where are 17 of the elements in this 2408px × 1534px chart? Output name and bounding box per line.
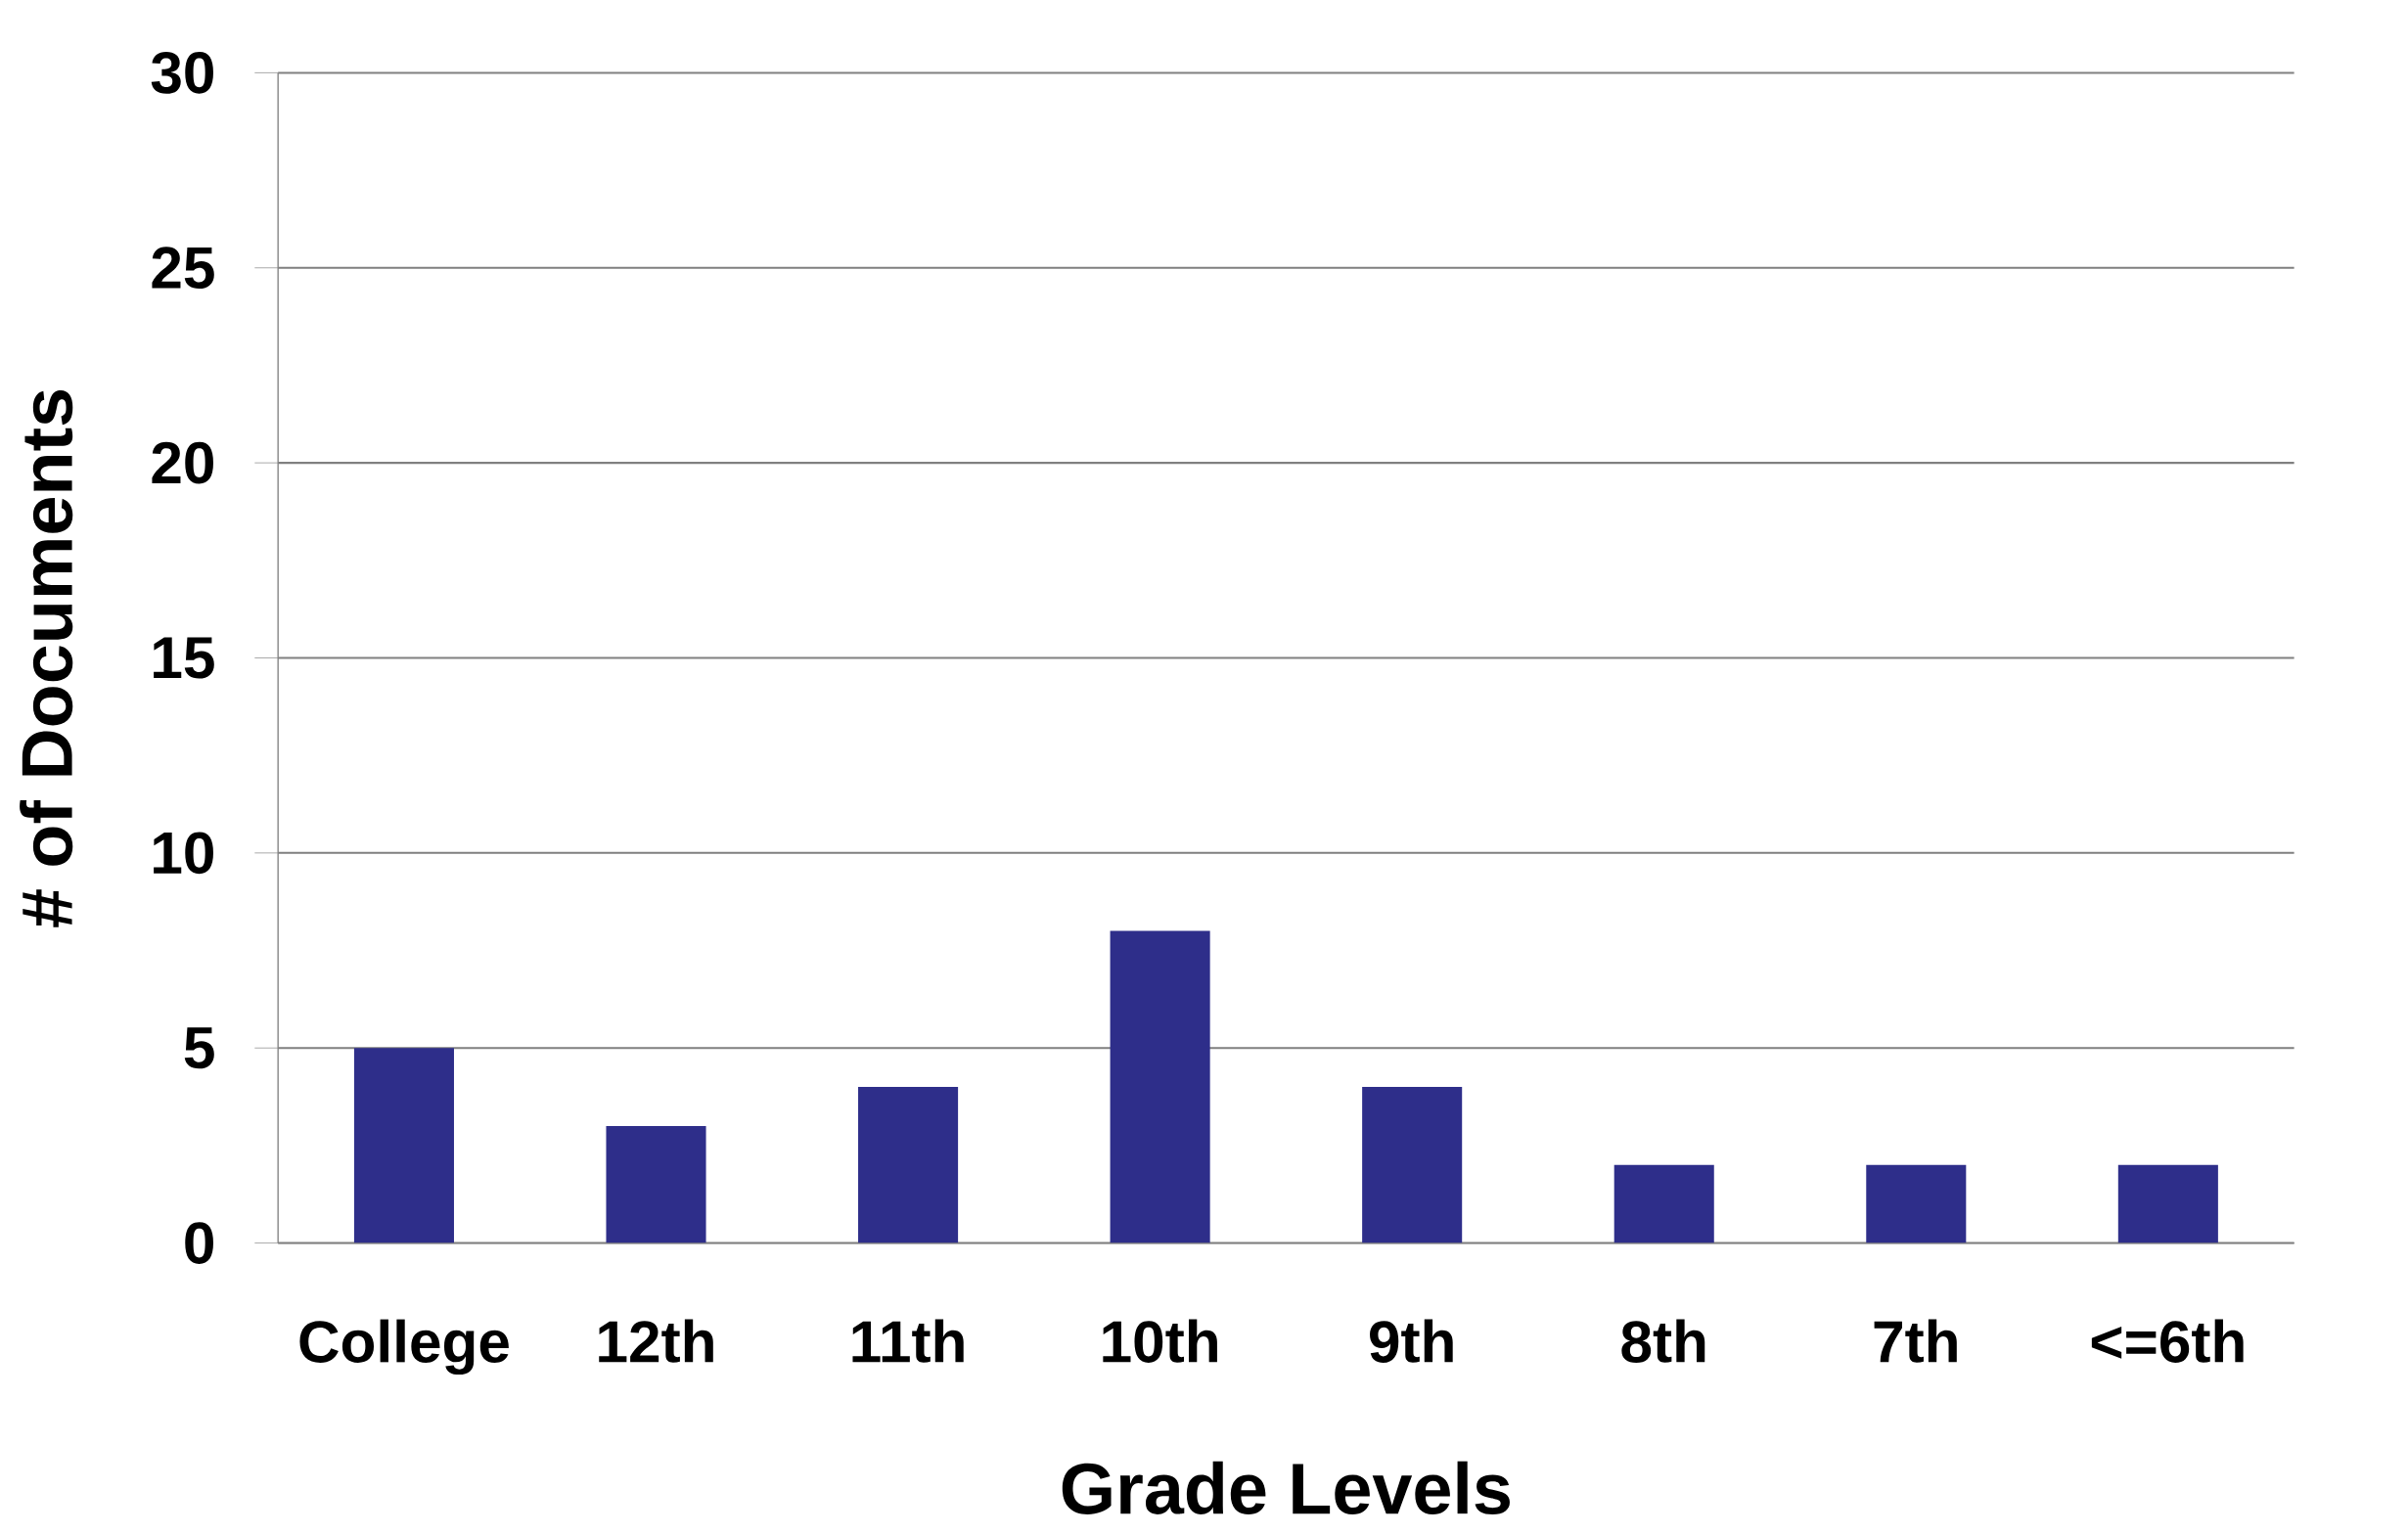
y-tick-label: 30 bbox=[151, 51, 213, 94]
y-tick-label: 20 bbox=[152, 441, 213, 484]
y-tick-label: 10 bbox=[154, 832, 213, 875]
x-tick-label: <=6th bbox=[2091, 1319, 2244, 1363]
y-axis-title: # of Documents bbox=[20, 389, 73, 927]
x-tick-label: 10th bbox=[1103, 1319, 1217, 1363]
y-tick-label: 5 bbox=[184, 1027, 214, 1069]
y-tick-label: 15 bbox=[154, 637, 214, 679]
x-tick-label: 11th bbox=[852, 1319, 964, 1363]
x-tick-label: 12th bbox=[599, 1319, 713, 1363]
x-tick-label: 9th bbox=[1370, 1319, 1453, 1363]
x-tick-label: 8th bbox=[1621, 1319, 1705, 1363]
y-tick-label: 25 bbox=[152, 247, 214, 290]
x-tick-label: 7th bbox=[1874, 1319, 1957, 1363]
x-axis-title: Grade Levels bbox=[1062, 1461, 1510, 1514]
x-tick-label: College bbox=[299, 1319, 509, 1376]
y-tick-label: 0 bbox=[185, 1222, 213, 1264]
